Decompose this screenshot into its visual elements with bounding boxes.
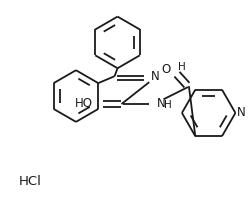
Text: HO: HO: [75, 98, 93, 111]
Text: N: N: [157, 98, 166, 111]
Text: H: H: [164, 100, 172, 110]
Text: N: N: [151, 70, 160, 83]
Text: H: H: [178, 62, 186, 72]
Text: HCl: HCl: [19, 175, 41, 188]
Text: N: N: [236, 106, 245, 119]
Text: O: O: [162, 63, 171, 76]
